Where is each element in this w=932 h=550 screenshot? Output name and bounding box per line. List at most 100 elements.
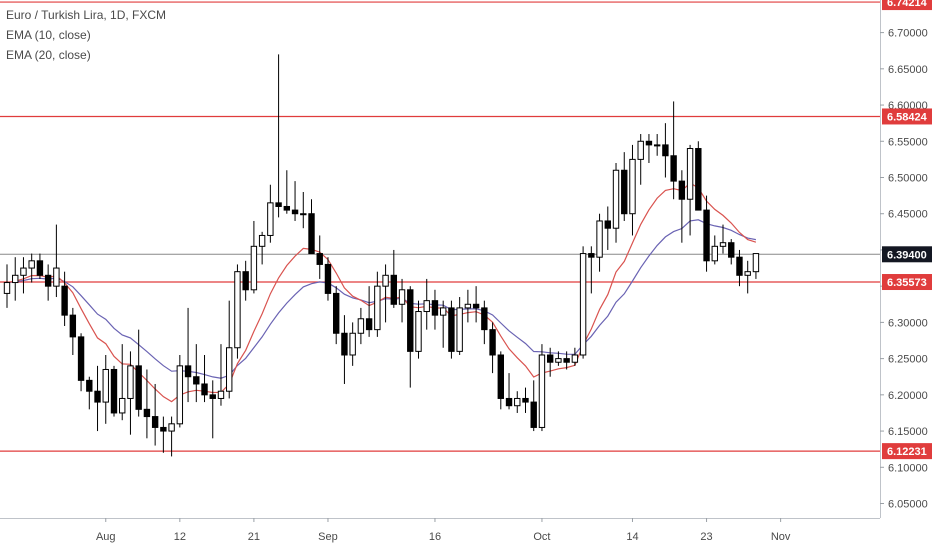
candle[interactable] [448,300,455,359]
candle[interactable] [77,333,85,392]
candle[interactable] [497,351,505,410]
candle[interactable] [653,134,661,156]
candle-body-up [374,285,381,331]
candle[interactable] [160,416,167,453]
candle[interactable] [44,264,52,301]
candle[interactable] [744,260,751,294]
candle[interactable] [357,307,365,345]
candle-body-down [530,401,537,428]
candle[interactable] [267,184,274,243]
candle[interactable] [431,289,439,330]
candle[interactable] [489,322,496,374]
candle[interactable] [242,260,249,301]
candle[interactable] [464,289,472,323]
candle[interactable] [349,322,356,366]
candle[interactable] [324,257,332,301]
candle[interactable] [596,213,603,272]
ema10-legend[interactable]: EMA (10, close) [6,28,91,42]
candle[interactable] [217,344,225,406]
candle[interactable] [407,286,414,388]
candle[interactable] [36,253,44,279]
candle[interactable] [678,170,686,243]
candle[interactable] [110,365,118,417]
candle[interactable] [736,249,743,287]
candle[interactable] [143,369,151,439]
candle[interactable] [695,141,702,211]
candle[interactable] [538,344,546,432]
candle[interactable] [415,300,422,359]
candle[interactable] [530,380,537,432]
candle[interactable] [291,181,299,221]
candle[interactable] [151,383,159,446]
candle[interactable] [728,239,735,265]
candle[interactable] [662,123,669,178]
candle[interactable] [514,391,521,413]
candle[interactable] [555,351,562,366]
candle[interactable] [127,351,134,435]
candle[interactable] [176,354,184,428]
candle[interactable] [209,380,216,439]
candle[interactable] [250,220,258,294]
candle[interactable] [193,344,200,403]
candle[interactable] [563,351,570,370]
candle[interactable] [12,257,19,301]
candle[interactable] [53,224,60,298]
candle[interactable] [201,354,208,403]
candle[interactable] [365,286,373,337]
candle[interactable] [184,307,192,403]
candle[interactable] [3,264,11,308]
candle[interactable] [283,170,291,214]
candle[interactable] [333,286,340,345]
candle[interactable] [481,300,488,345]
candle[interactable] [621,152,628,221]
candle[interactable] [612,163,620,243]
candle[interactable] [703,195,710,272]
candle[interactable] [382,264,389,323]
candle[interactable] [637,134,644,185]
candle[interactable] [69,307,77,355]
candle-body-down [291,209,299,215]
candle[interactable] [423,278,430,330]
candle[interactable] [472,286,480,323]
candle[interactable] [341,315,348,384]
candle[interactable] [86,376,93,410]
candle[interactable] [135,329,142,417]
candle[interactable] [604,206,611,250]
candle[interactable] [258,231,266,265]
candle[interactable] [439,300,447,348]
candle[interactable] [522,387,529,413]
candle[interactable] [686,144,694,236]
candle[interactable] [316,235,323,279]
candle[interactable] [61,271,68,327]
candle[interactable] [398,278,406,323]
candle[interactable] [226,300,233,399]
candle[interactable] [94,365,101,432]
candle[interactable] [456,297,463,355]
candle[interactable] [752,253,760,279]
candle[interactable] [645,134,653,164]
candle[interactable] [234,264,241,359]
candle[interactable] [390,249,398,308]
candle[interactable] [168,416,175,457]
candle[interactable] [629,144,636,236]
candle-body-up [423,300,430,313]
candle[interactable] [711,235,718,265]
candle[interactable] [719,224,727,254]
candle[interactable] [102,354,109,424]
candle[interactable] [28,253,35,283]
candle[interactable] [571,347,579,366]
candle[interactable] [275,54,282,218]
candle[interactable] [300,191,307,229]
candle[interactable] [670,101,677,200]
candle[interactable] [546,347,554,377]
candle[interactable] [119,344,126,421]
symbol-title[interactable]: Euro / Turkish Lira, 1D, FXCM [6,8,167,22]
ema20-legend[interactable]: EMA (20, close) [6,48,91,62]
candle[interactable] [308,199,315,255]
candle[interactable] [579,246,587,359]
candle[interactable] [20,257,27,294]
candle[interactable] [505,373,513,410]
candle[interactable] [374,271,381,337]
candle[interactable] [588,246,595,294]
candle-body-up [555,358,562,363]
